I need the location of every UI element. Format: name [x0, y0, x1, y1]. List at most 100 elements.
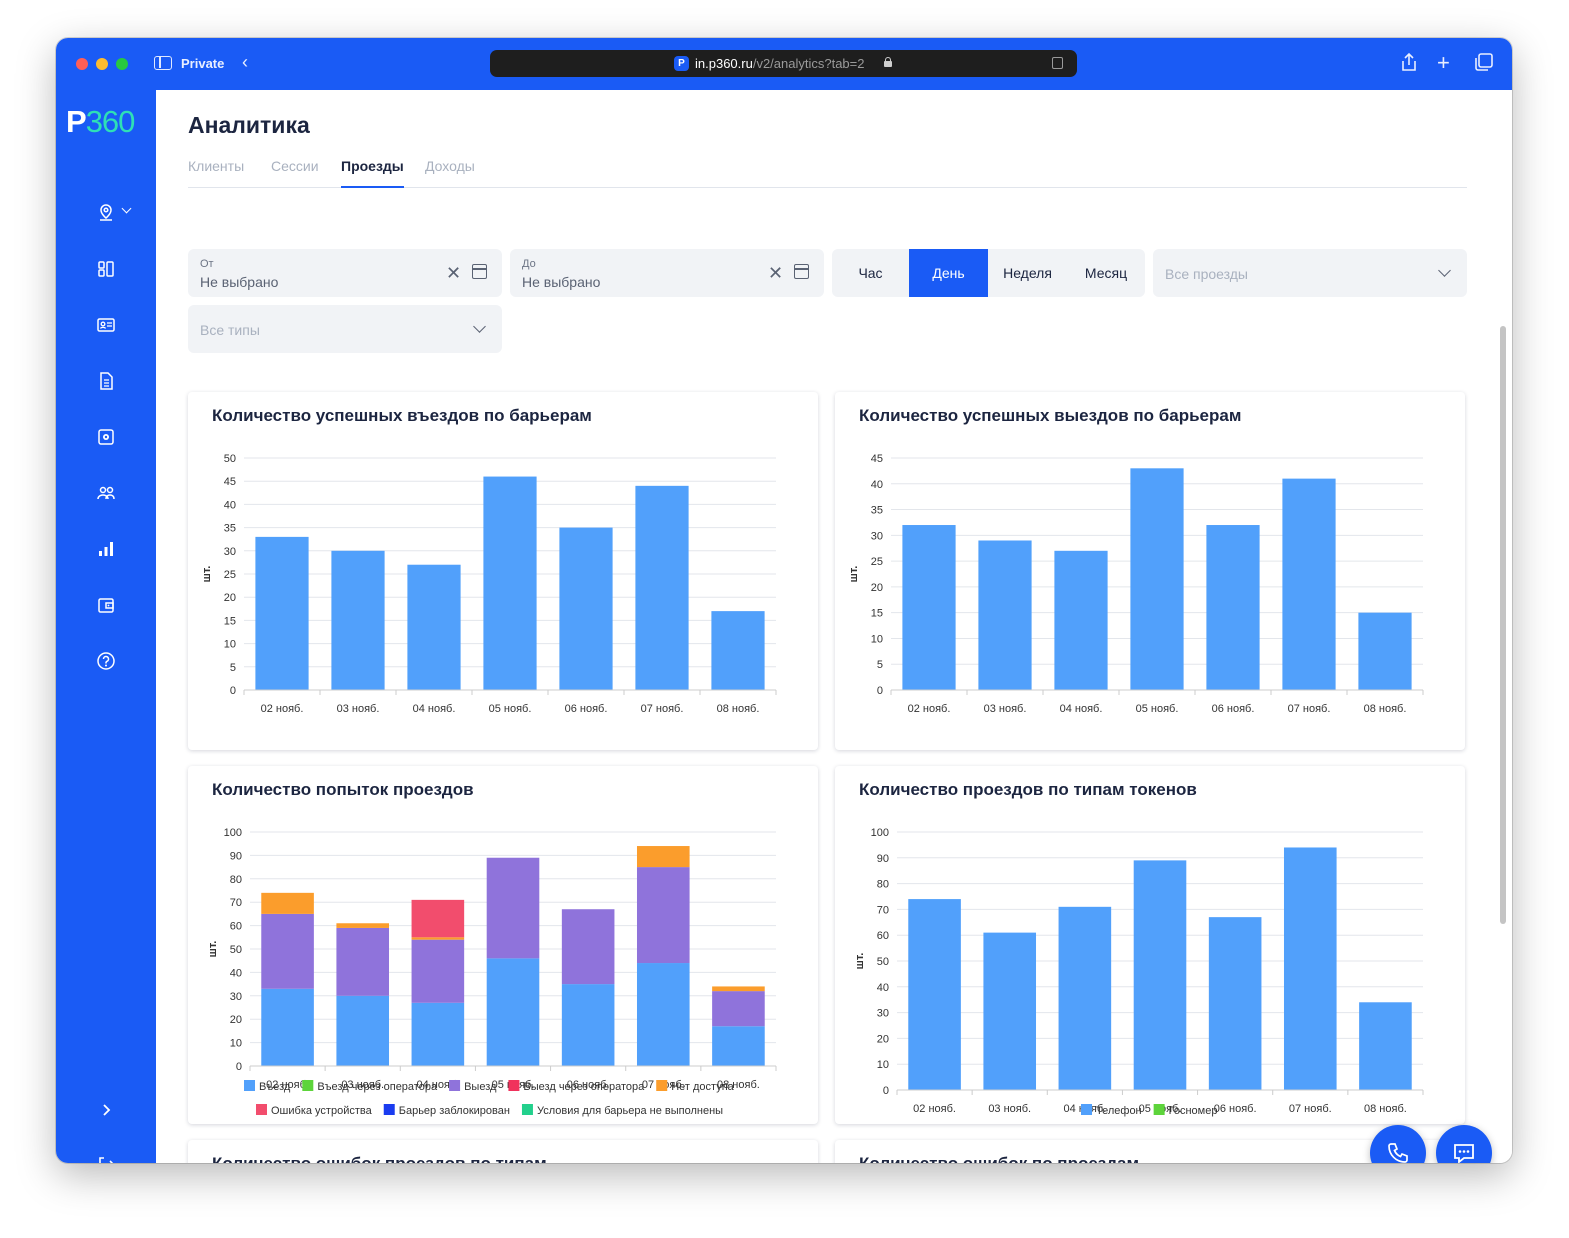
y-axis-label: шт.: [854, 953, 866, 970]
y-tick-label: 25: [871, 556, 883, 568]
expand-icon[interactable]: [96, 1100, 116, 1120]
bar-segment: [712, 991, 765, 1027]
y-tick-label: 70: [877, 904, 889, 916]
legend-swatch: [383, 1104, 395, 1115]
bar-segment: [411, 1002, 465, 1066]
reader-icon[interactable]: [1052, 57, 1063, 69]
id-card-icon[interactable]: [96, 315, 116, 335]
bar-segment: [261, 892, 314, 914]
main-content: Аналитика Клиенты Сессии Проезды Доходы …: [156, 90, 1512, 1163]
address-bar[interactable]: P in.p360.ru/v2/analytics?tab=2: [490, 50, 1077, 77]
browser-window: Private ‹ P in.p360.ru/v2/analytics?tab=…: [56, 38, 1512, 1163]
y-tick-label: 40: [230, 967, 242, 979]
period-week-button[interactable]: Неделя: [1003, 265, 1052, 281]
x-tick-label: 08 нояб.: [717, 703, 760, 715]
legend-swatch: [244, 1080, 255, 1091]
y-tick-label: 60: [877, 930, 889, 942]
y-tick-label: 10: [230, 1038, 242, 1050]
y-tick-label: 0: [877, 685, 883, 697]
y-tick-label: 35: [224, 523, 236, 535]
close-window-button[interactable]: [76, 58, 88, 70]
y-tick-label: 30: [877, 1008, 889, 1020]
y-tick-label: 20: [871, 582, 883, 594]
chat-button[interactable]: [1436, 1125, 1492, 1163]
chart-card: Количество ошибок по проездам: [835, 1140, 1465, 1163]
y-tick-label: 40: [877, 982, 889, 994]
date-to-value: Не выбрано: [522, 274, 601, 290]
bar-segment: [636, 867, 690, 964]
y-tick-label: 5: [230, 662, 236, 674]
call-button[interactable]: [1370, 1125, 1426, 1163]
bar: [1206, 525, 1260, 690]
document-icon[interactable]: [96, 371, 116, 391]
scrollbar[interactable]: [1500, 326, 1506, 924]
y-tick-label: 20: [224, 592, 236, 604]
chart-title: Количество ошибок проездов по типам: [212, 1154, 547, 1163]
zoom-window-button[interactable]: [116, 58, 128, 70]
clear-icon[interactable]: ✕: [446, 263, 462, 283]
passes-select-placeholder: Все проезды: [1165, 266, 1248, 282]
p360-logo[interactable]: P360: [66, 104, 135, 140]
date-to-field[interactable]: До Не выбрано ✕: [510, 249, 824, 297]
bar-segment: [561, 909, 615, 985]
y-tick-label: 35: [871, 505, 883, 517]
calendar-icon[interactable]: [472, 264, 487, 279]
y-tick-label: 90: [230, 850, 242, 862]
legend-swatch: [1153, 1104, 1165, 1115]
x-tick-label: 03 нояб.: [988, 1103, 1031, 1115]
bar-segment: [983, 932, 1037, 1090]
tabs-overview-icon[interactable]: [1474, 52, 1494, 77]
tab-passes[interactable]: Проезды: [341, 158, 404, 188]
users-icon[interactable]: [96, 483, 116, 503]
x-tick-label: 02 нояб.: [261, 703, 304, 715]
y-tick-label: 50: [877, 956, 889, 968]
analytics-icon[interactable]: [96, 539, 116, 559]
chevron-down-icon: [121, 203, 132, 214]
minimize-window-button[interactable]: [96, 58, 108, 70]
bar-segment: [1133, 860, 1187, 1090]
x-tick-label: 06 нояб.: [567, 1079, 610, 1091]
tab-sessions[interactable]: Сессии: [271, 158, 319, 174]
logout-icon[interactable]: [96, 1155, 116, 1163]
legend-swatch: [1081, 1104, 1092, 1115]
period-hour-button[interactable]: Час: [858, 265, 883, 281]
calendar-icon[interactable]: [794, 264, 809, 279]
bar: [483, 476, 537, 690]
period-day-button[interactable]: День: [909, 249, 988, 297]
tab-income[interactable]: Доходы: [425, 158, 475, 174]
types-select-placeholder: Все типы: [200, 322, 260, 338]
clear-icon[interactable]: ✕: [768, 263, 784, 283]
back-icon[interactable]: ‹: [242, 52, 248, 72]
legend-label: Барьер заблокирован: [399, 1105, 510, 1117]
passes-select[interactable]: Все проезды: [1153, 249, 1467, 297]
share-icon[interactable]: [1400, 52, 1418, 77]
legend-swatch: [256, 1104, 267, 1115]
y-axis-label: шт.: [207, 941, 219, 958]
tab-clients[interactable]: Клиенты: [188, 158, 245, 174]
legend-label: Условия для барьера не выполнены: [537, 1105, 723, 1117]
legend-label: Въезд: [259, 1081, 291, 1093]
chart-card: Количество попыток проездов 0 10 20 30 40 50 6…: [188, 766, 818, 1124]
dashboard-icon[interactable]: [96, 259, 116, 279]
legend-label: Ошибка устройства: [271, 1105, 373, 1117]
x-tick-label: 08 нояб.: [717, 1079, 760, 1091]
settings-icon[interactable]: [96, 427, 116, 447]
types-select[interactable]: Все типы: [188, 305, 502, 353]
legend-label: Выезд через оператора: [523, 1081, 645, 1093]
x-tick-label: 02 нояб.: [908, 703, 951, 715]
date-from-value: Не выбрано: [200, 274, 279, 290]
bar-segment: [411, 899, 465, 938]
sidebar-toggle-icon[interactable]: [154, 56, 172, 70]
wallet-icon[interactable]: [96, 595, 116, 615]
bar-segment: [486, 857, 540, 959]
date-from-field[interactable]: От Не выбрано ✕: [188, 249, 502, 297]
bar-segment: [336, 927, 390, 996]
help-icon[interactable]: [96, 651, 116, 671]
legend-swatch: [449, 1080, 461, 1091]
location-icon[interactable]: [96, 203, 136, 223]
period-month-button[interactable]: Месяц: [1084, 265, 1128, 281]
new-tab-icon[interactable]: +: [1437, 50, 1450, 75]
date-to-label: До: [522, 258, 536, 270]
y-tick-label: 50: [230, 944, 242, 956]
bar: [1130, 468, 1184, 690]
